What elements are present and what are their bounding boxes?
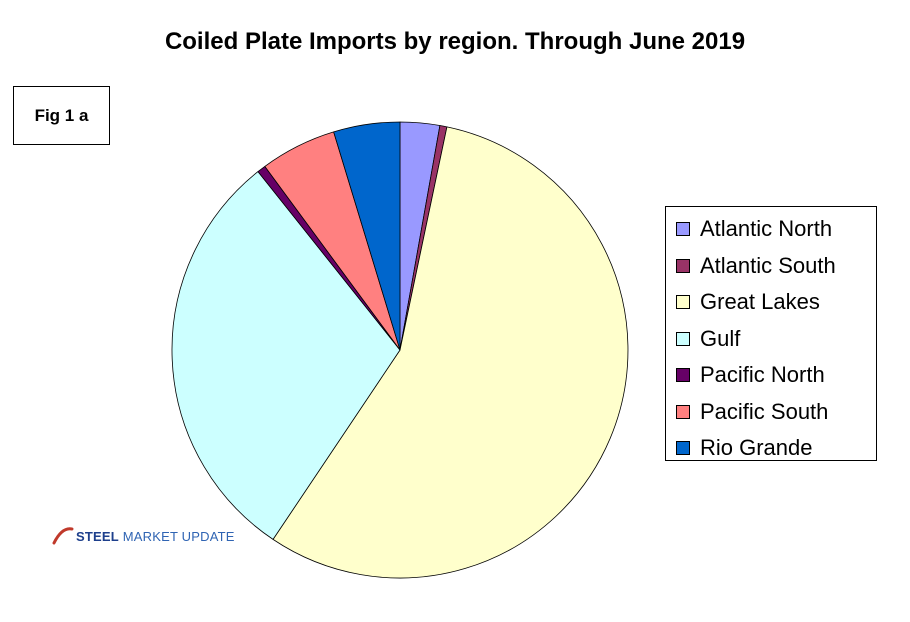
logo-text: STEEL MARKET UPDATE [76,529,235,544]
curved-swoosh-icon [52,527,74,545]
legend-swatch-rio-grande [676,441,690,456]
legend-swatch-atlantic-south [676,258,690,273]
pie-slices [171,121,629,579]
legend-item-rio-grande: Rio Grande [666,430,876,467]
legend-item-atlantic-south: Atlantic South [666,248,876,285]
legend-swatch-great-lakes [676,295,690,310]
legend-label-atlantic-north: Atlantic North [700,216,833,242]
pie-slice-great-lakes [272,126,629,579]
legend: Atlantic North Atlantic South Great Lakes G… [665,206,877,461]
legend-label-gulf: Gulf [700,325,741,351]
legend-item-gulf: Gulf [666,321,876,358]
legend-swatch-pacific-south [676,404,690,419]
legend-label-great-lakes: Great Lakes [700,289,820,315]
legend-swatch-atlantic-north [676,222,690,237]
legend-item-great-lakes: Great Lakes [666,284,876,321]
legend-item-pacific-north: Pacific North [666,357,876,394]
logo-text-strong: STEEL [76,528,119,544]
legend-swatch-pacific-north [676,368,690,383]
pie-slice-gulf [171,171,401,540]
pie-slice-rio-grande [333,121,401,351]
steel-market-update-logo: STEEL MARKET UPDATE [52,525,235,547]
logo-text-light: MARKET UPDATE [122,528,235,544]
legend-swatch-gulf [676,331,690,346]
legend-item-atlantic-north: Atlantic North [666,211,876,248]
figure-label: Fig 1 a [13,86,110,145]
legend-item-pacific-south: Pacific South [666,394,876,431]
legend-label-atlantic-south: Atlantic South [700,252,836,278]
chart-title: Coiled Plate Imports by region. Through … [164,28,746,55]
legend-label-pacific-south: Pacific South [700,398,829,424]
legend-label-pacific-north: Pacific North [700,362,825,388]
figure-label-text: Fig 1 a [34,105,89,125]
legend-label-rio-grande: Rio Grande [700,435,813,461]
